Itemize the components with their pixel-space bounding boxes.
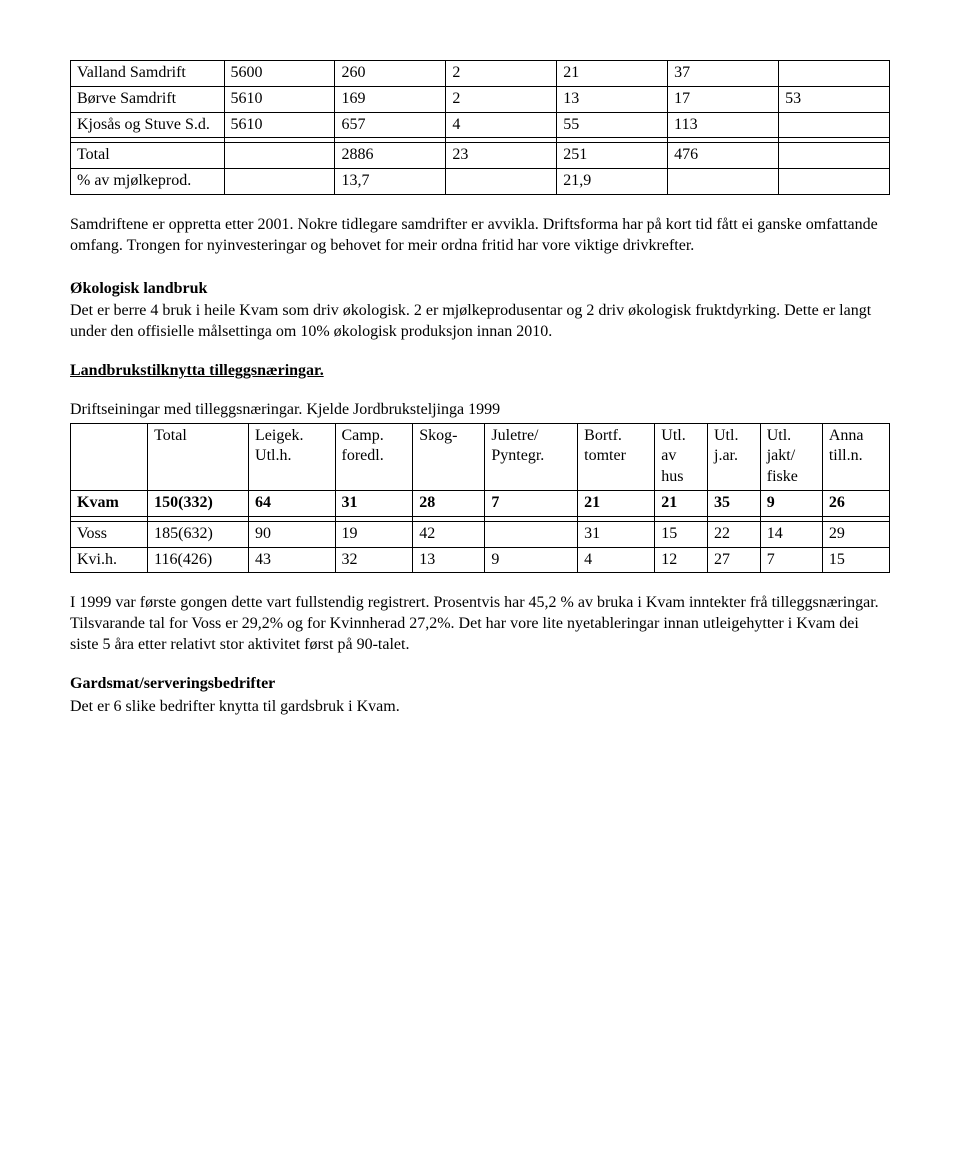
table-row: Kvam 150(332) 64 31 28 7 21 21 35 9 26	[71, 490, 890, 516]
cell: 116(426)	[148, 547, 249, 573]
cell: 55	[557, 112, 668, 138]
header-cell: Camp.foredl.	[335, 423, 413, 490]
cell: 7	[485, 490, 578, 516]
cell: 32	[335, 547, 413, 573]
cell: 53	[779, 86, 890, 112]
cell: 27	[708, 547, 761, 573]
cell: 26	[822, 490, 889, 516]
cell: 13	[413, 547, 485, 573]
cell	[224, 169, 335, 195]
cell: 21	[655, 490, 708, 516]
table-row: Kjosås og Stuve S.d. 5610 657 4 55 113	[71, 112, 890, 138]
cell: Kjosås og Stuve S.d.	[71, 112, 225, 138]
cell: 5610	[224, 86, 335, 112]
heading-tillegg: Landbrukstilknytta tilleggsnæringar.	[70, 362, 324, 379]
paragraph-okologisk: Det er berre 4 bruk i heile Kvam som dri…	[70, 301, 890, 343]
heading-gardsmat: Gardsmat/serveringsbedrifter	[70, 675, 275, 692]
cell: Voss	[71, 521, 148, 547]
cell: Børve Samdrift	[71, 86, 225, 112]
header-cell: Total	[148, 423, 249, 490]
cell: 31	[335, 490, 413, 516]
cell: 13	[557, 86, 668, 112]
cell: 19	[335, 521, 413, 547]
cell: 17	[668, 86, 779, 112]
cell: 12	[655, 547, 708, 573]
cell: 2886	[335, 143, 446, 169]
cell: 150(332)	[148, 490, 249, 516]
cell: 4	[446, 112, 557, 138]
heading-okologisk: Økologisk landbruk	[70, 280, 207, 297]
cell: % av mjølkeprod.	[71, 169, 225, 195]
cell: 21	[557, 61, 668, 87]
cell: 113	[668, 112, 779, 138]
table-samdrift: Valland Samdrift 5600 260 2 21 37 Børve …	[70, 60, 890, 195]
cell: 13,7	[335, 169, 446, 195]
cell: Kvam	[71, 490, 148, 516]
table-row: % av mjølkeprod. 13,7 21,9	[71, 169, 890, 195]
cell: 9	[760, 490, 822, 516]
cell: 35	[708, 490, 761, 516]
cell	[779, 143, 890, 169]
cell: 169	[335, 86, 446, 112]
cell: 90	[249, 521, 335, 547]
cell: 37	[668, 61, 779, 87]
cell: 15	[655, 521, 708, 547]
cell: Total	[71, 143, 225, 169]
cell: 29	[822, 521, 889, 547]
cell: 2	[446, 61, 557, 87]
table-header-row: Total Leigek.Utl.h. Camp.foredl. Skog- J…	[71, 423, 890, 490]
cell: 5610	[224, 112, 335, 138]
paragraph-samdrift: Samdriftene er oppretta etter 2001. Nokr…	[70, 215, 890, 257]
cell: 9	[485, 547, 578, 573]
cell: 43	[249, 547, 335, 573]
header-cell: Annatill.n.	[822, 423, 889, 490]
cell: 22	[708, 521, 761, 547]
header-cell	[71, 423, 148, 490]
paragraph-gardsmat: Det er 6 slike bedrifter knytta til gard…	[70, 697, 890, 718]
table-row: Voss 185(632) 90 19 42 31 15 22 14 29	[71, 521, 890, 547]
cell: 31	[578, 521, 655, 547]
cell	[779, 112, 890, 138]
cell	[779, 169, 890, 195]
header-cell: Skog-	[413, 423, 485, 490]
cell: 4	[578, 547, 655, 573]
cell: Kvi.h.	[71, 547, 148, 573]
cell	[485, 521, 578, 547]
header-cell: Leigek.Utl.h.	[249, 423, 335, 490]
header-cell: Utl.j.ar.	[708, 423, 761, 490]
cell: 14	[760, 521, 822, 547]
cell	[779, 61, 890, 87]
cell: 64	[249, 490, 335, 516]
cell: 21,9	[557, 169, 668, 195]
cell: 21	[578, 490, 655, 516]
cell: 7	[760, 547, 822, 573]
cell: 23	[446, 143, 557, 169]
table-row: Børve Samdrift 5610 169 2 13 17 53	[71, 86, 890, 112]
cell: 42	[413, 521, 485, 547]
cell: Valland Samdrift	[71, 61, 225, 87]
table2-caption: Driftseiningar med tilleggsnæringar. Kje…	[70, 400, 890, 421]
cell: 185(632)	[148, 521, 249, 547]
cell: 15	[822, 547, 889, 573]
cell	[224, 143, 335, 169]
cell	[446, 169, 557, 195]
cell: 657	[335, 112, 446, 138]
header-cell: Utl.avhus	[655, 423, 708, 490]
cell: 251	[557, 143, 668, 169]
table-tillegg: Total Leigek.Utl.h. Camp.foredl. Skog- J…	[70, 423, 890, 574]
cell: 5600	[224, 61, 335, 87]
table-row: Kvi.h. 116(426) 43 32 13 9 4 12 27 7 15	[71, 547, 890, 573]
cell: 2	[446, 86, 557, 112]
header-cell: Utl.jakt/fiske	[760, 423, 822, 490]
cell: 260	[335, 61, 446, 87]
cell: 28	[413, 490, 485, 516]
header-cell: Bortf.tomter	[578, 423, 655, 490]
cell: 476	[668, 143, 779, 169]
cell	[668, 169, 779, 195]
table-row: Valland Samdrift 5600 260 2 21 37	[71, 61, 890, 87]
header-cell: Juletre/Pyntegr.	[485, 423, 578, 490]
table-row: Total 2886 23 251 476	[71, 143, 890, 169]
paragraph-tillegg: I 1999 var første gongen dette vart full…	[70, 593, 890, 655]
